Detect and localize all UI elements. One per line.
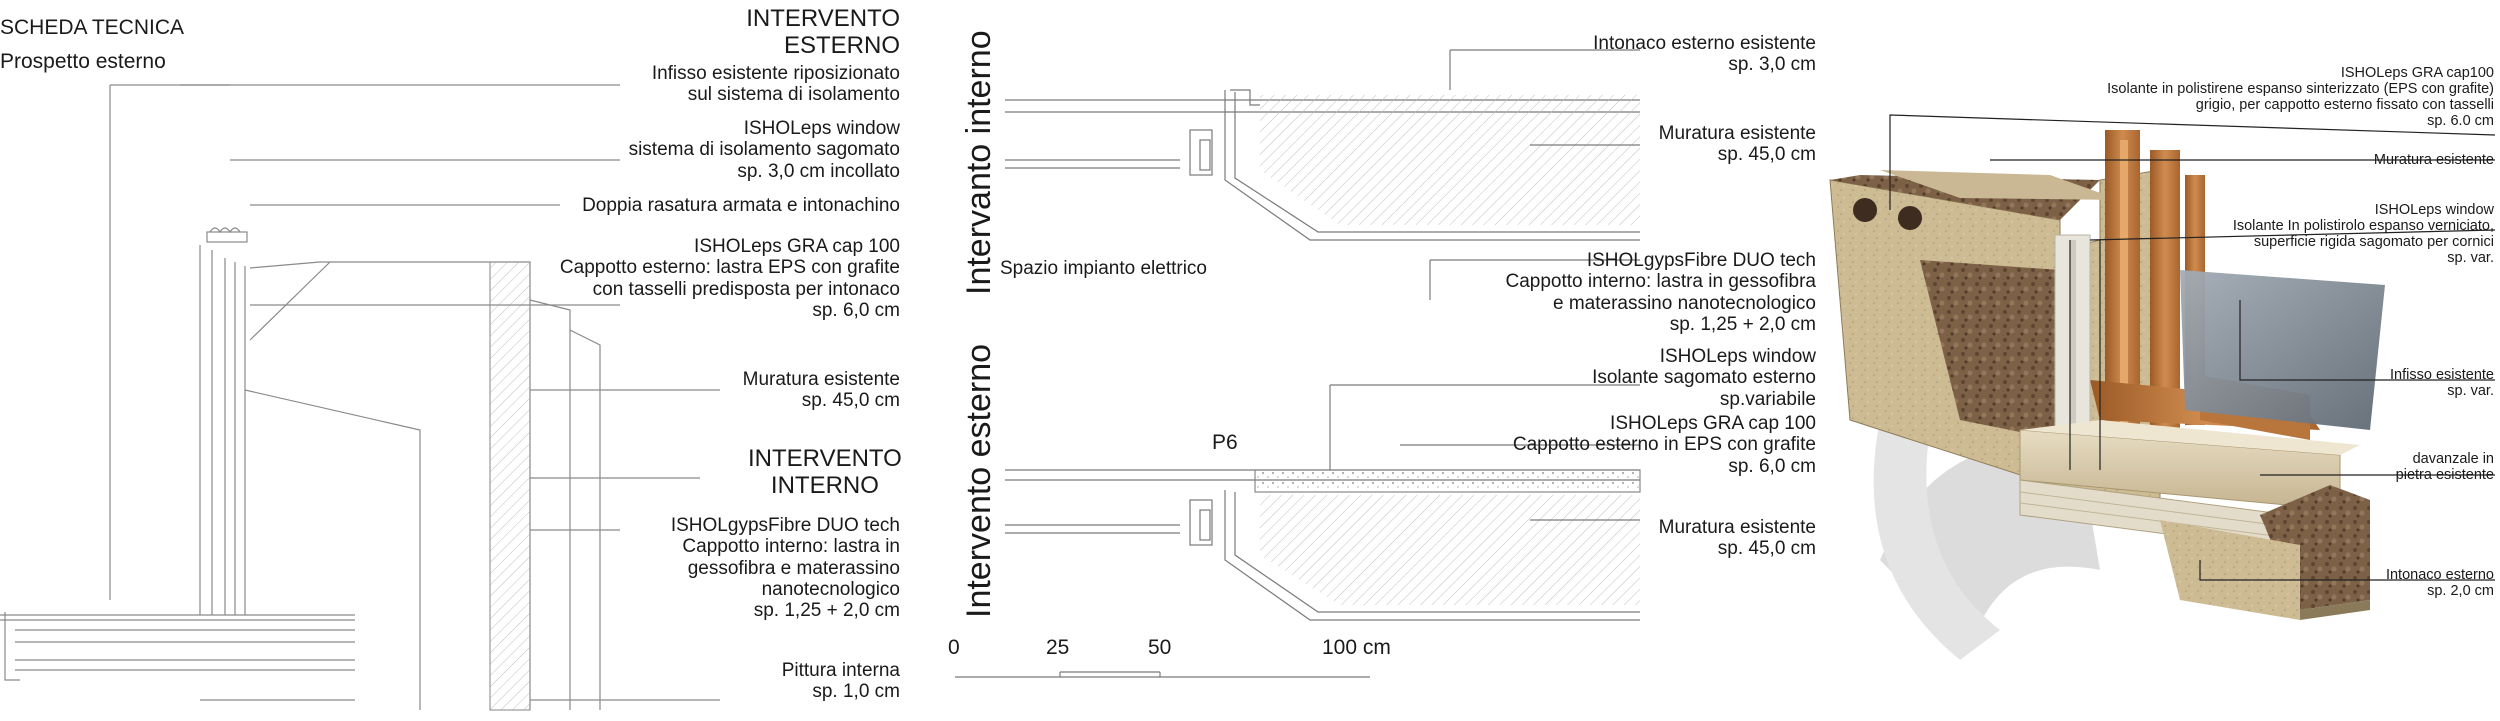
label-muratura-upper: Muratura esistente sp. 45,0 cm — [1658, 123, 1816, 166]
label-intonaco-right: Intonaco esterno sp. 2,0 cm — [2385, 567, 2494, 599]
label-infisso-riposizionato: Infisso esistente riposizionato sul sist… — [651, 63, 900, 106]
sheet-title: SCHEDA TECNICA — [0, 16, 184, 39]
left-elevation-drawing — [0, 84, 720, 711]
scale-tick-100: 100 cm — [1322, 636, 1391, 659]
intervento-interno-title: INTERVENTO INTERNO — [748, 445, 902, 499]
scale-tick-50: 50 — [1148, 636, 1172, 659]
label-muratura-lower: Muratura esistente sp. 45,0 cm — [1658, 517, 1816, 560]
vertical-label-esterno: Intervento esterno — [960, 343, 998, 618]
scale-tick-0: 0 — [948, 636, 960, 659]
middle-plan-drawing — [955, 49, 1641, 678]
label-isholeps-window: ISHOLeps window sistema di isolamento sa… — [628, 118, 900, 182]
label-isholeps-gra-right: ISHOLeps GRA cap100 Isolante in polistir… — [2107, 65, 2494, 129]
label-intonaco-esistente: Intonaco esterno esistente sp. 3,0 cm — [1593, 33, 1816, 76]
label-isholeps-window-middle: ISHOLeps window Isolante sagomato estern… — [1592, 346, 1816, 410]
label-infisso-right: Infisso esistente sp. var. — [2390, 367, 2494, 399]
label-muratura-right: Muratura esistente — [2373, 152, 2494, 168]
label-spazio-impianto: Spazio impianto elettrico — [1000, 258, 1207, 279]
label-isholgypsfibre-left: ISHOLgypsFibre DUO tech Cappotto interno… — [670, 515, 900, 622]
label-isholeps-gra: ISHOLeps GRA cap 100 Cappotto esterno: l… — [559, 236, 900, 321]
label-muratura-left: Muratura esistente sp. 45,0 cm — [742, 369, 900, 412]
axonometric-view — [1829, 114, 2496, 660]
sheet-subtitle: Prospetto esterno — [0, 50, 166, 73]
label-doppia-rasatura: Doppia rasatura armata e intonachino — [582, 195, 900, 216]
intervento-esterno-title: INTERVENTO ESTERNO — [746, 5, 900, 59]
scale-tick-25: 25 — [1046, 636, 1070, 659]
label-isholgypsfibre-middle: ISHOLgypsFibre DUO tech Cappotto interno… — [1505, 250, 1816, 335]
vertical-label-interno: Intervanto interno — [960, 30, 998, 295]
label-davanzale: davanzale in pietra esistente — [2395, 451, 2494, 483]
label-pittura-interna: Pittura interna sp. 1,0 cm — [781, 660, 900, 703]
label-isholeps-window-right: ISHOLeps window Isolante In polistirolo … — [2232, 202, 2494, 266]
label-p6: P6 — [1212, 431, 1238, 454]
label-isholeps-gra-middle: ISHOLeps GRA cap 100 Cappotto esterno in… — [1512, 413, 1816, 477]
